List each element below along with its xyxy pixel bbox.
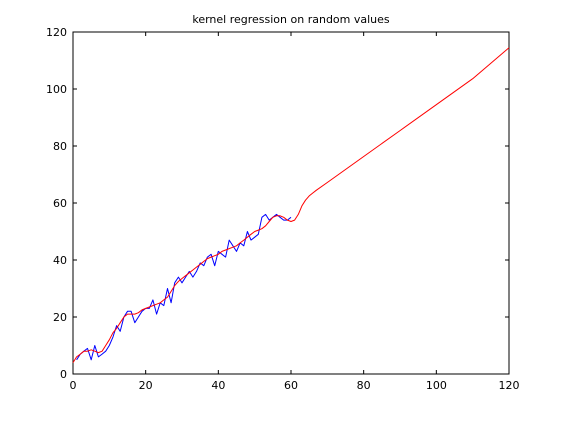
y-tick-label: 0 xyxy=(60,368,67,381)
x-tick-label: 100 xyxy=(426,379,447,392)
x-tick-label: 80 xyxy=(357,379,371,392)
y-tick-label: 20 xyxy=(53,311,67,324)
x-tick-label: 0 xyxy=(70,379,77,392)
y-tick-label: 60 xyxy=(53,197,67,210)
x-tick-label: 120 xyxy=(499,379,520,392)
x-tick-label: 40 xyxy=(211,379,225,392)
y-tick-label: 80 xyxy=(53,140,67,153)
y-tick-label: 120 xyxy=(46,26,67,39)
chart-title: kernel regression on random values xyxy=(192,13,390,26)
x-tick-label: 20 xyxy=(139,379,153,392)
y-tick-label: 40 xyxy=(53,254,67,267)
x-tick-label: 60 xyxy=(284,379,298,392)
plot-area xyxy=(73,32,509,374)
y-tick-label: 100 xyxy=(46,83,67,96)
